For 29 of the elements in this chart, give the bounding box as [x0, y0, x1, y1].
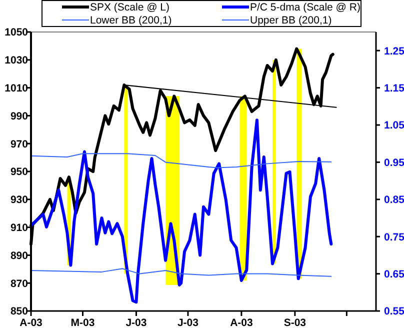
- x-tick-label: M-03: [70, 317, 95, 328]
- legend-label: P/C 5-dma (Scale @ R): [250, 2, 360, 14]
- legend-label: Upper BB (200,1): [250, 14, 332, 27]
- y2-tick-label: 0.65: [384, 268, 404, 280]
- x-tick-label: S-03: [284, 317, 306, 328]
- y-tick-label: 950: [10, 166, 28, 178]
- y2-tick-label: 0.85: [384, 194, 404, 206]
- y-tick-label: 910: [10, 222, 28, 234]
- y2-tick-label: 1.05: [384, 120, 404, 132]
- legend-label: SPX (Scale @ L): [90, 2, 170, 14]
- x-tick-label: J-03: [126, 317, 147, 328]
- y2-tick-label: 0.75: [384, 231, 404, 244]
- y2-tick-label: 1.25: [384, 45, 404, 58]
- y-tick-label: 1050: [4, 26, 28, 39]
- legend-label: Lower BB (200,1): [90, 14, 172, 27]
- x-tick-label: A-03: [20, 317, 43, 328]
- y-tick-label: 930: [10, 194, 28, 206]
- y2-tick-label: 0.55: [384, 306, 404, 318]
- y2-tick-label: 1.15: [384, 82, 404, 94]
- y2-tick-label: 0.95: [384, 156, 404, 169]
- y-tick-label: 850: [10, 306, 28, 318]
- y-tick-label: 870: [10, 278, 28, 290]
- y-tick-label: 890: [10, 250, 28, 262]
- y-tick-label: 970: [10, 138, 28, 150]
- y-tick-label: 1030: [4, 54, 28, 67]
- y-tick-label: 1010: [4, 82, 28, 94]
- x-tick-label: A-03: [230, 317, 253, 328]
- y-tick-label: 990: [10, 110, 28, 122]
- x-tick-label: J-03: [177, 317, 199, 328]
